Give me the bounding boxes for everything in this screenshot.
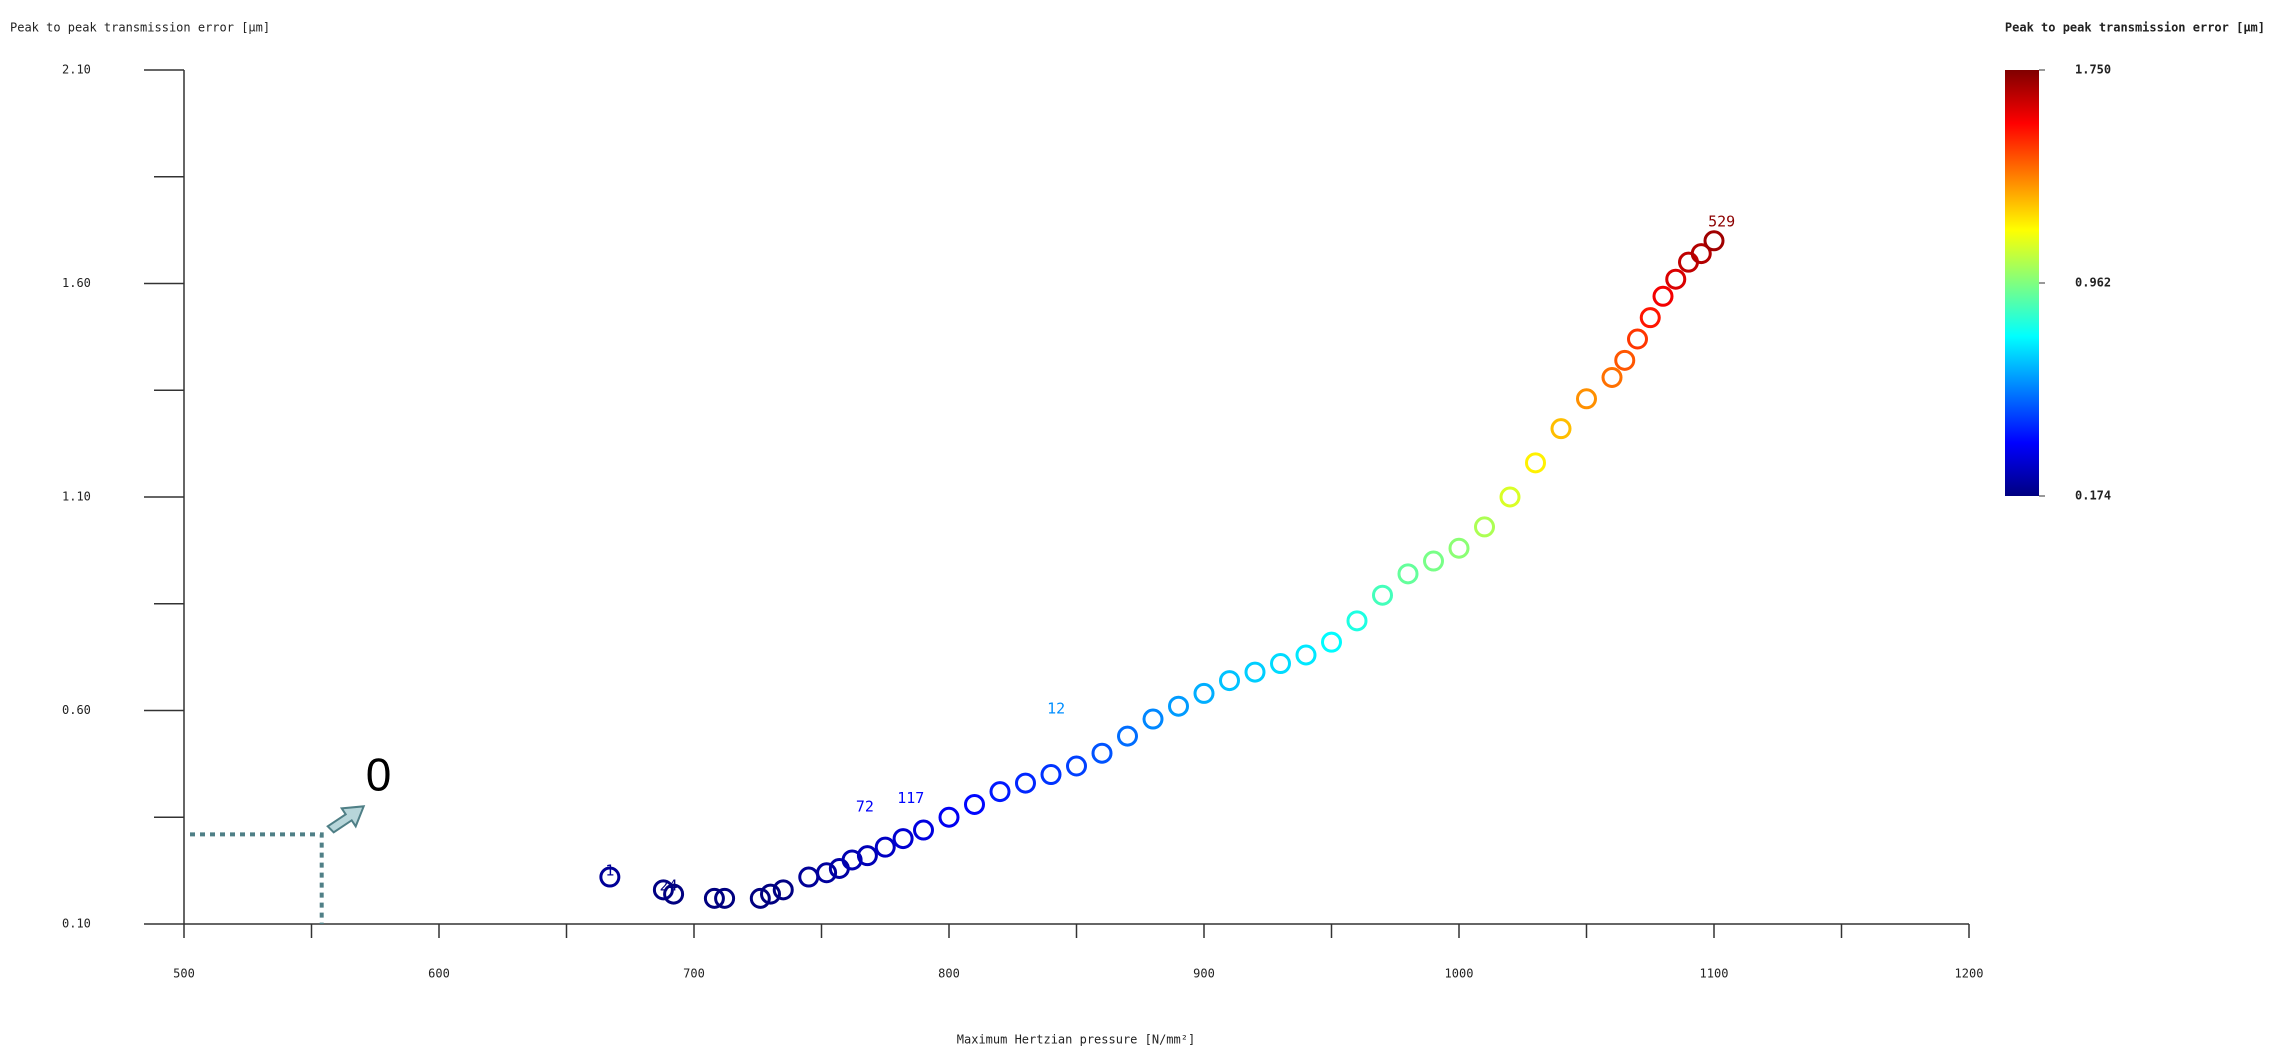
point [798,866,820,888]
point [892,828,914,850]
x-tick-label: 1000 [1445,967,1474,981]
point [1372,584,1393,606]
colorbar-tick-label: 0.174 [2075,489,2111,503]
point [856,845,878,867]
point [1678,251,1699,273]
point [1066,755,1087,777]
point-label: 24 [659,876,677,894]
point-label: 529 [1708,212,1735,230]
colorbar-title: Peak to peak transmission error [µm] [2005,21,2265,35]
point [1665,268,1687,290]
x-tick-label: 500 [173,967,195,981]
point-label: 72 [856,797,874,815]
x-tick-label: 700 [683,967,705,981]
x-tick-label: 1200 [1955,967,1984,981]
x-tick-label: 1100 [1700,967,1729,981]
point [772,879,794,901]
point [1499,486,1521,508]
point [964,793,985,815]
point [714,887,736,909]
point [1423,550,1444,572]
point [1295,644,1317,666]
point [1601,366,1623,388]
point [1346,610,1368,632]
point-label: 117 [897,789,924,807]
point [1474,516,1495,538]
point [913,819,934,841]
colorbar-tick-label: 0.962 [2075,276,2111,290]
point [1270,653,1291,675]
point [989,781,1011,803]
x-tick-label: 800 [938,967,960,981]
reference-arrow [326,805,366,834]
point-label: 12 [1047,699,1065,717]
point [1193,682,1215,704]
point [1015,772,1036,794]
point [1244,661,1266,683]
point [749,887,771,909]
y-axis-label: Peak to peak transmission error [µm] [10,21,270,35]
point [1091,742,1113,764]
point-label: 1 [605,862,614,880]
point [1576,388,1597,410]
x-axis-label: Maximum Hertzian pressure [N/mm²] [957,1033,1195,1047]
point [1703,230,1725,252]
reference-label: 0 [366,748,392,800]
point [1639,307,1661,329]
point [1219,670,1240,692]
point [1397,563,1419,585]
y-tick-label: 0.60 [62,703,91,717]
point [1525,452,1546,474]
point [874,836,896,858]
y-tick-label: 1.60 [62,276,91,290]
point [1652,285,1674,307]
point [1142,708,1164,730]
point [1627,328,1648,350]
point [1321,631,1342,653]
colorbar-tick-label: 1.750 [2075,63,2111,77]
x-tick-label: 600 [428,967,450,981]
point [1040,764,1062,786]
point [1614,349,1636,371]
y-tick-label: 2.10 [62,63,91,77]
x-tick-label: 900 [1193,967,1215,981]
y-tick-label: 1.10 [62,490,91,504]
point [1448,537,1470,559]
point [652,879,674,901]
point [1690,243,1712,265]
point [1117,725,1138,747]
point [1168,695,1189,717]
y-tick-label: 0.10 [62,917,91,931]
point [938,806,960,828]
point [1550,418,1572,440]
point [816,862,838,884]
colorbar [2005,70,2039,496]
point [599,866,621,888]
point [703,887,725,909]
point [760,883,781,905]
point [663,883,685,905]
reference-lines [190,832,324,924]
